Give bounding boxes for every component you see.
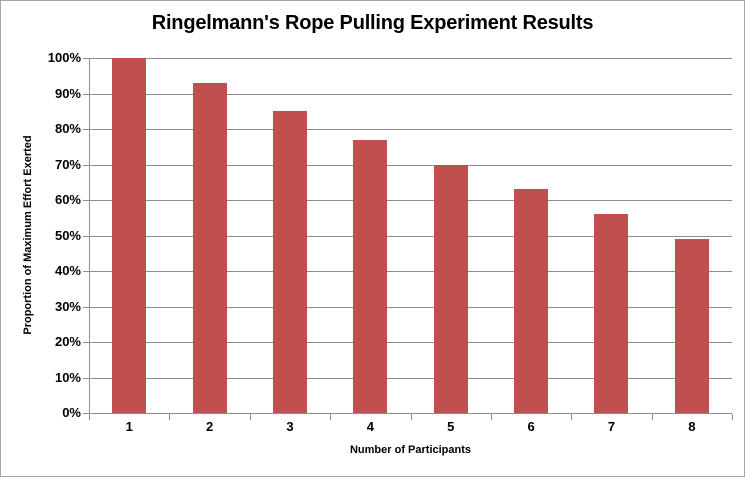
y-axis-tick-label: 50%	[54, 227, 81, 243]
x-axis-tick-label: 3	[286, 419, 294, 434]
bar-participants-3	[272, 111, 307, 413]
y-axis-tick	[83, 93, 89, 95]
y-axis-tick-label: 0%	[62, 405, 81, 420]
y-axis-tick-label: 100%	[47, 50, 81, 65]
x-axis-tick-label: 4	[366, 419, 374, 434]
y-axis-tick	[83, 271, 89, 272]
y-axis-tick-label: 70%	[54, 156, 81, 172]
gridline	[89, 129, 732, 130]
gridline	[89, 271, 732, 272]
x-axis-tick	[490, 414, 492, 420]
bar-participants-4	[353, 139, 388, 413]
y-axis-tick-label: 30%	[54, 298, 81, 314]
y-axis-tick	[83, 306, 89, 308]
gridline	[89, 200, 732, 201]
bar-participants-7	[594, 214, 629, 413]
y-axis-tick	[83, 377, 89, 379]
y-axis-tick	[83, 200, 89, 201]
y-axis-tick-label: 90%	[54, 85, 81, 101]
y-axis-tick-label: 20%	[54, 334, 81, 349]
gridline	[89, 342, 732, 343]
y-axis-tick	[83, 58, 89, 59]
x-axis-line	[89, 413, 732, 414]
bar-participants-6	[514, 189, 549, 413]
bar-participants-5	[433, 164, 468, 413]
bar-participants-1	[112, 58, 147, 413]
x-axis-tick	[571, 414, 573, 420]
x-axis-tick-label: 2	[205, 419, 214, 434]
x-axis-tick-label: 6	[527, 419, 535, 434]
x-axis-tick	[410, 414, 412, 420]
gridline	[89, 93, 732, 95]
y-axis-tick-label: 10%	[54, 369, 81, 385]
x-axis-tick	[249, 414, 251, 420]
y-axis-tick-label: 60%	[54, 192, 81, 207]
x-axis-tick-label: 8	[688, 419, 696, 434]
y-axis-tick	[83, 342, 89, 343]
gridline	[89, 306, 732, 308]
y-axis-tick	[83, 413, 89, 414]
x-axis-tick	[651, 414, 653, 420]
y-axis-line	[89, 58, 90, 414]
x-axis-tick-label: 7	[607, 419, 616, 434]
x-axis-tick	[732, 414, 733, 420]
x-axis-tick	[169, 414, 171, 420]
y-axis-tick-label: 80%	[54, 121, 81, 136]
y-axis-tick-label: 40%	[54, 263, 81, 278]
x-axis-tick	[330, 414, 332, 420]
y-axis-tick	[83, 235, 89, 237]
x-axis-tick	[89, 414, 90, 420]
x-axis-title: Number of Participants	[349, 444, 472, 456]
chart-title: Ringelmann's Rope Pulling Experiment Res…	[151, 12, 594, 34]
bar-participants-8	[674, 239, 709, 413]
plot-area	[89, 58, 732, 413]
bar-participants-2	[192, 82, 227, 413]
x-axis-tick-label: 1	[125, 419, 133, 434]
gridline	[89, 164, 732, 166]
gridline	[89, 58, 732, 59]
y-axis-tick	[83, 164, 89, 166]
x-axis-tick-label: 5	[447, 419, 455, 434]
y-axis-tick	[83, 129, 89, 130]
gridline	[89, 235, 732, 237]
gridline	[89, 377, 732, 379]
